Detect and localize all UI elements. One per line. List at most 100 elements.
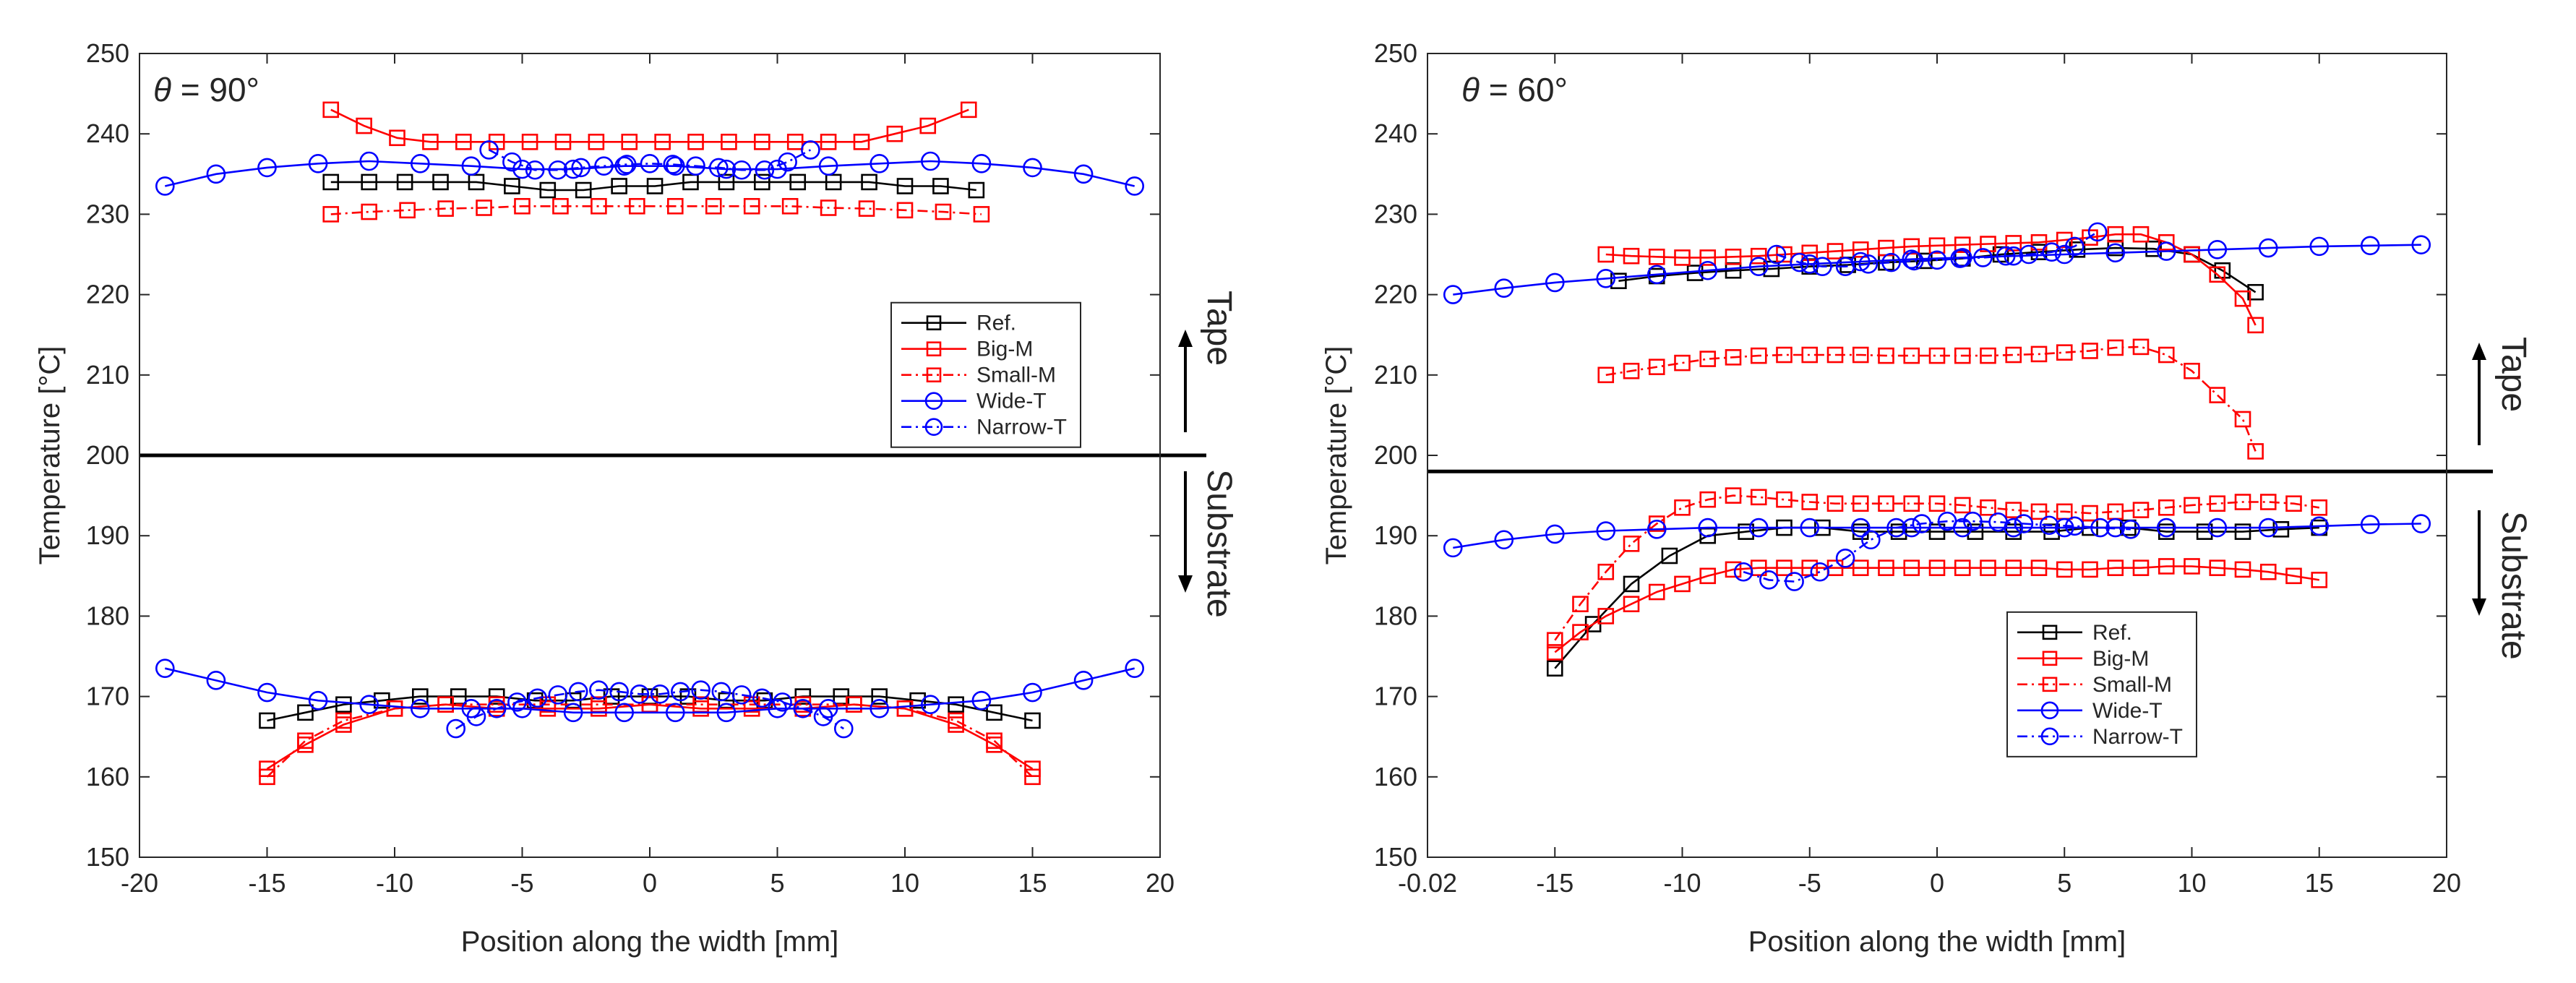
data-point-small-m-tape bbox=[2132, 338, 2150, 356]
series-layer bbox=[155, 101, 1144, 786]
data-point-small-m-substrate bbox=[2030, 503, 2048, 520]
data-point-small-m-substrate bbox=[2184, 497, 2200, 514]
series-narrow-t-substrate bbox=[1733, 511, 2141, 591]
data-point-narrow-t-substrate bbox=[773, 692, 792, 712]
data-point-wide-t-tape bbox=[461, 156, 481, 176]
data-point-ref-tape bbox=[468, 173, 485, 191]
data-point-big-m-tape bbox=[389, 129, 405, 147]
data-point-narrow-t-tape bbox=[709, 158, 729, 178]
legend-label: Ref. bbox=[2092, 621, 2132, 645]
data-point-narrow-t-substrate bbox=[1835, 549, 1855, 568]
data-point-ref-tape bbox=[968, 181, 985, 199]
y-tick-label: 150 bbox=[1374, 842, 1417, 872]
x-tick-label: 20 bbox=[2432, 868, 2461, 898]
data-point-narrow-t-substrate bbox=[630, 684, 650, 704]
x-tick-label: -0.02 bbox=[1398, 868, 1457, 898]
data-point-small-m-substrate bbox=[1826, 495, 1844, 512]
data-point-wide-t-substrate bbox=[614, 703, 635, 723]
data-point-wide-t-substrate bbox=[563, 703, 583, 723]
series-line-narrow-t-tape bbox=[1776, 231, 2098, 268]
series-small-m-substrate bbox=[1546, 487, 2328, 649]
data-point-small-m-tape bbox=[2056, 344, 2073, 361]
data-point-wide-t-substrate bbox=[1902, 518, 1922, 538]
data-point-narrow-t-substrate bbox=[2090, 518, 2110, 538]
data-point-narrow-t-tape bbox=[571, 158, 591, 178]
data-point-narrow-t-tape bbox=[1904, 251, 1924, 271]
data-point-small-m-tape bbox=[2005, 346, 2022, 364]
data-point-small-m-tape bbox=[1623, 362, 1640, 379]
data-point-big-m-tape bbox=[2056, 231, 2073, 249]
data-point-ref-tape bbox=[396, 173, 413, 191]
data-point-big-m-substrate bbox=[1852, 559, 1869, 576]
data-point-wide-t-substrate bbox=[2156, 518, 2176, 538]
data-point-narrow-t-substrate bbox=[507, 692, 527, 712]
data-point-big-m-tape bbox=[2030, 234, 2048, 251]
chart-title: θ = 60° bbox=[1461, 71, 1568, 108]
data-point-small-m-substrate bbox=[335, 712, 352, 729]
x-tick-label: -15 bbox=[248, 868, 285, 898]
y-tick-label: 230 bbox=[1374, 199, 1417, 228]
data-point-big-m-substrate bbox=[2005, 559, 2022, 576]
data-point-big-m-tape bbox=[886, 125, 903, 142]
legend-item-small-m: Small-M bbox=[2017, 673, 2172, 697]
data-point-ref-tape bbox=[1992, 246, 2009, 263]
data-point-wide-t-substrate bbox=[1850, 518, 1871, 538]
data-point-wide-t-tape bbox=[665, 156, 685, 176]
legend-label: Narrow-T bbox=[976, 416, 1067, 439]
data-point-narrow-t-substrate bbox=[793, 698, 813, 718]
data-point-wide-t-tape bbox=[1443, 285, 1463, 304]
data-point-small-m-tape bbox=[2184, 362, 2200, 379]
series-wide-t-substrate bbox=[1443, 514, 2431, 558]
data-point-big-m-substrate bbox=[2285, 567, 2302, 585]
legend-marker-sample bbox=[926, 315, 942, 331]
data-point-ref-tape bbox=[2030, 244, 2048, 260]
y-tick-label: 180 bbox=[86, 601, 129, 630]
data-point-narrow-t-tape bbox=[525, 160, 545, 180]
series-line-narrow-t-substrate bbox=[455, 689, 844, 730]
data-point-wide-t-tape bbox=[359, 151, 379, 171]
data-point-small-m-substrate bbox=[2209, 495, 2226, 512]
legend-marker-sample bbox=[924, 418, 943, 437]
data-point-small-m-tape bbox=[2030, 345, 2048, 363]
data-point-ref-tape bbox=[2069, 241, 2086, 258]
series-wide-t-tape bbox=[155, 151, 1144, 196]
data-point-small-m-tape bbox=[781, 197, 799, 215]
legend-item-wide-t: Wide-T bbox=[901, 390, 1047, 413]
data-point-big-m-tape bbox=[721, 134, 737, 150]
data-point-wide-t-substrate bbox=[2054, 518, 2074, 538]
x-tick-label: -15 bbox=[1536, 868, 1573, 898]
data-point-small-m-tape bbox=[1928, 347, 1946, 364]
data-point-narrow-t-tape bbox=[1950, 249, 1970, 268]
data-point-big-m-substrate bbox=[1623, 596, 1640, 613]
series-small-m-substrate bbox=[259, 696, 1041, 786]
data-point-narrow-t-substrate bbox=[589, 680, 609, 700]
legend-label: Small-M bbox=[2092, 673, 2172, 697]
data-point-wide-t-tape bbox=[206, 164, 226, 184]
x-tick-label: -10 bbox=[376, 868, 413, 898]
x-tick-label: 10 bbox=[2177, 868, 2206, 898]
data-point-wide-t-substrate bbox=[665, 703, 685, 723]
data-point-big-m-substrate bbox=[1725, 561, 1742, 578]
data-point-big-m-tape bbox=[1623, 247, 1640, 265]
x-tick-label: 0 bbox=[1930, 868, 1944, 898]
data-point-small-m-substrate bbox=[2285, 495, 2302, 512]
legend-item-ref: Ref. bbox=[2017, 621, 2132, 645]
data-point-narrow-t-tape bbox=[1858, 254, 1879, 274]
data-point-wide-t-substrate bbox=[2207, 518, 2228, 538]
legend-item-wide-t: Wide-T bbox=[2017, 699, 2163, 723]
series-wide-t-substrate bbox=[155, 658, 1144, 723]
data-point-small-m-substrate bbox=[2234, 494, 2251, 510]
data-point-small-m-tape bbox=[2107, 339, 2124, 356]
data-point-big-m-substrate bbox=[2107, 559, 2124, 576]
data-point-big-m-tape bbox=[554, 134, 572, 150]
data-point-wide-t-tape bbox=[1545, 272, 1565, 293]
data-point-narrow-t-substrate bbox=[609, 682, 629, 702]
legend-marker-sample bbox=[2042, 677, 2058, 692]
data-point-ref-tape bbox=[2214, 262, 2231, 279]
data-point-ref-substrate bbox=[1661, 547, 1678, 565]
data-point-big-m-substrate bbox=[2030, 559, 2048, 576]
data-point-small-m-tape bbox=[437, 200, 454, 217]
data-point-wide-t-tape bbox=[2156, 241, 2176, 261]
y-tick-label: 160 bbox=[86, 762, 129, 791]
